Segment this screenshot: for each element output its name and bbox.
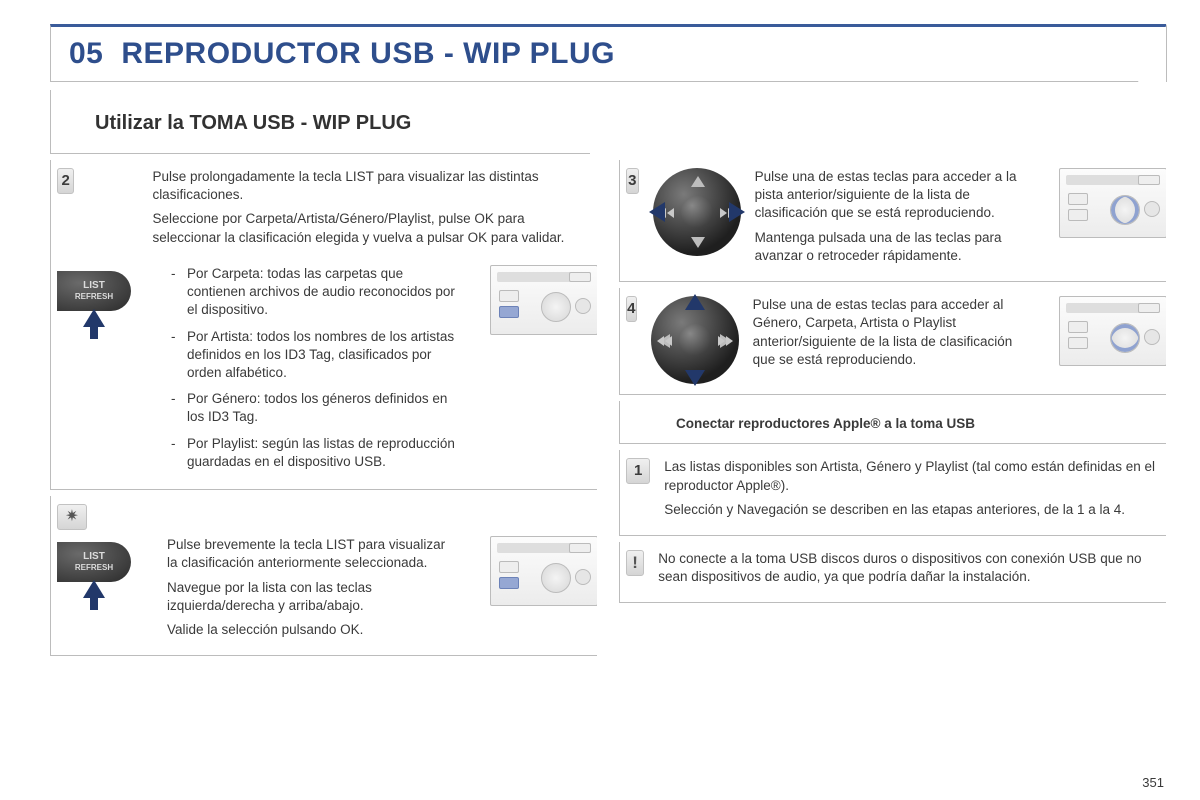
step-3-panel: 3 Pulse una de estas teclas para acceder… <box>619 160 1166 282</box>
warning-text: No conecte a la toma USB discos duros o … <box>658 550 1156 586</box>
bullet-artista: Por Artista: todos los nombres de los ar… <box>167 328 459 383</box>
radio-thumbnail <box>490 536 597 606</box>
arrow-down-icon <box>685 370 705 386</box>
arrow-right-icon <box>729 202 745 222</box>
bullet-genero: Por Género: todos los géneros definidos … <box>167 390 459 426</box>
step-number-badge: 4 <box>626 296 637 322</box>
step-4-panel: 4 Pulse una de estas teclas para acceder… <box>619 288 1166 395</box>
radio-thumbnail <box>1059 296 1166 366</box>
page-number: 351 <box>1142 775 1164 790</box>
bullet-carpeta: Por Carpeta: todas las carpetas que cont… <box>167 265 459 320</box>
page-title: 05 REPRODUCTOR USB - WIP PLUG <box>69 37 1166 71</box>
step-number-badge: 1 <box>626 458 650 484</box>
step-2-text-2: Seleccione por Carpeta/Artista/Género/Pl… <box>152 210 587 246</box>
radio-thumbnail <box>1059 168 1166 238</box>
subtitle-panel: Utilizar la TOMA USB - WIP PLUG <box>50 90 590 154</box>
list-button-graphic: LISTREFRESH <box>57 265 153 339</box>
bullet-playlist: Por Playlist: según las listas de reprod… <box>167 435 459 471</box>
warning-panel: ! No conecte a la toma USB discos duros … <box>619 542 1166 603</box>
arrow-up-icon <box>685 294 705 310</box>
step-number-badge: 3 <box>626 168 639 194</box>
nav-dial-left-right <box>653 168 741 256</box>
apple-heading-panel: Conectar reproductores Apple® a la toma … <box>619 401 1166 444</box>
press-arrow-icon <box>83 309 105 339</box>
section-title: REPRODUCTOR USB - WIP PLUG <box>121 37 615 70</box>
tip-icon: ✷ <box>57 504 87 530</box>
step-number-badge: 2 <box>57 168 74 194</box>
apple-step-panel: 1 Las listas disponibles son Artista, Gé… <box>619 450 1166 536</box>
subtitle: Utilizar la TOMA USB - WIP PLUG <box>95 112 590 135</box>
warning-icon: ! <box>626 550 644 576</box>
step-3-text-1: Pulse una de estas teclas para acceder a… <box>755 168 1028 223</box>
tip-panel: ✷ LISTREFRESH Pulse brevemente la tecla … <box>50 496 597 656</box>
list-button-graphic: LISTREFRESH <box>57 536 153 610</box>
tip-text-2: Navegue por la lista con las teclas izqu… <box>167 579 459 615</box>
step-4-text-1: Pulse una de estas teclas para acceder a… <box>753 296 1028 369</box>
apple-text-1: Las listas disponibles son Artista, Géne… <box>664 458 1156 494</box>
step-2-panel: 2 Pulse prolongadamente la tecla LIST pa… <box>50 160 597 490</box>
tip-text-3: Valide la selección pulsando OK. <box>167 621 459 639</box>
step-2-text-1: Pulse prolongadamente la tecla LIST para… <box>152 168 587 204</box>
nav-dial-up-down <box>651 296 739 384</box>
section-number: 05 <box>69 37 103 70</box>
title-panel: 05 REPRODUCTOR USB - WIP PLUG <box>50 24 1166 82</box>
arrow-left-icon <box>649 202 665 222</box>
tip-text-1: Pulse brevemente la tecla LIST para visu… <box>167 536 459 572</box>
apple-heading: Conectar reproductores Apple® a la toma … <box>676 416 975 431</box>
step-3-text-2: Mantenga pulsada una de las teclas para … <box>755 229 1028 265</box>
press-arrow-icon <box>83 580 105 610</box>
radio-thumbnail <box>490 265 597 335</box>
apple-text-2: Selección y Navegación se describen en l… <box>664 501 1156 519</box>
